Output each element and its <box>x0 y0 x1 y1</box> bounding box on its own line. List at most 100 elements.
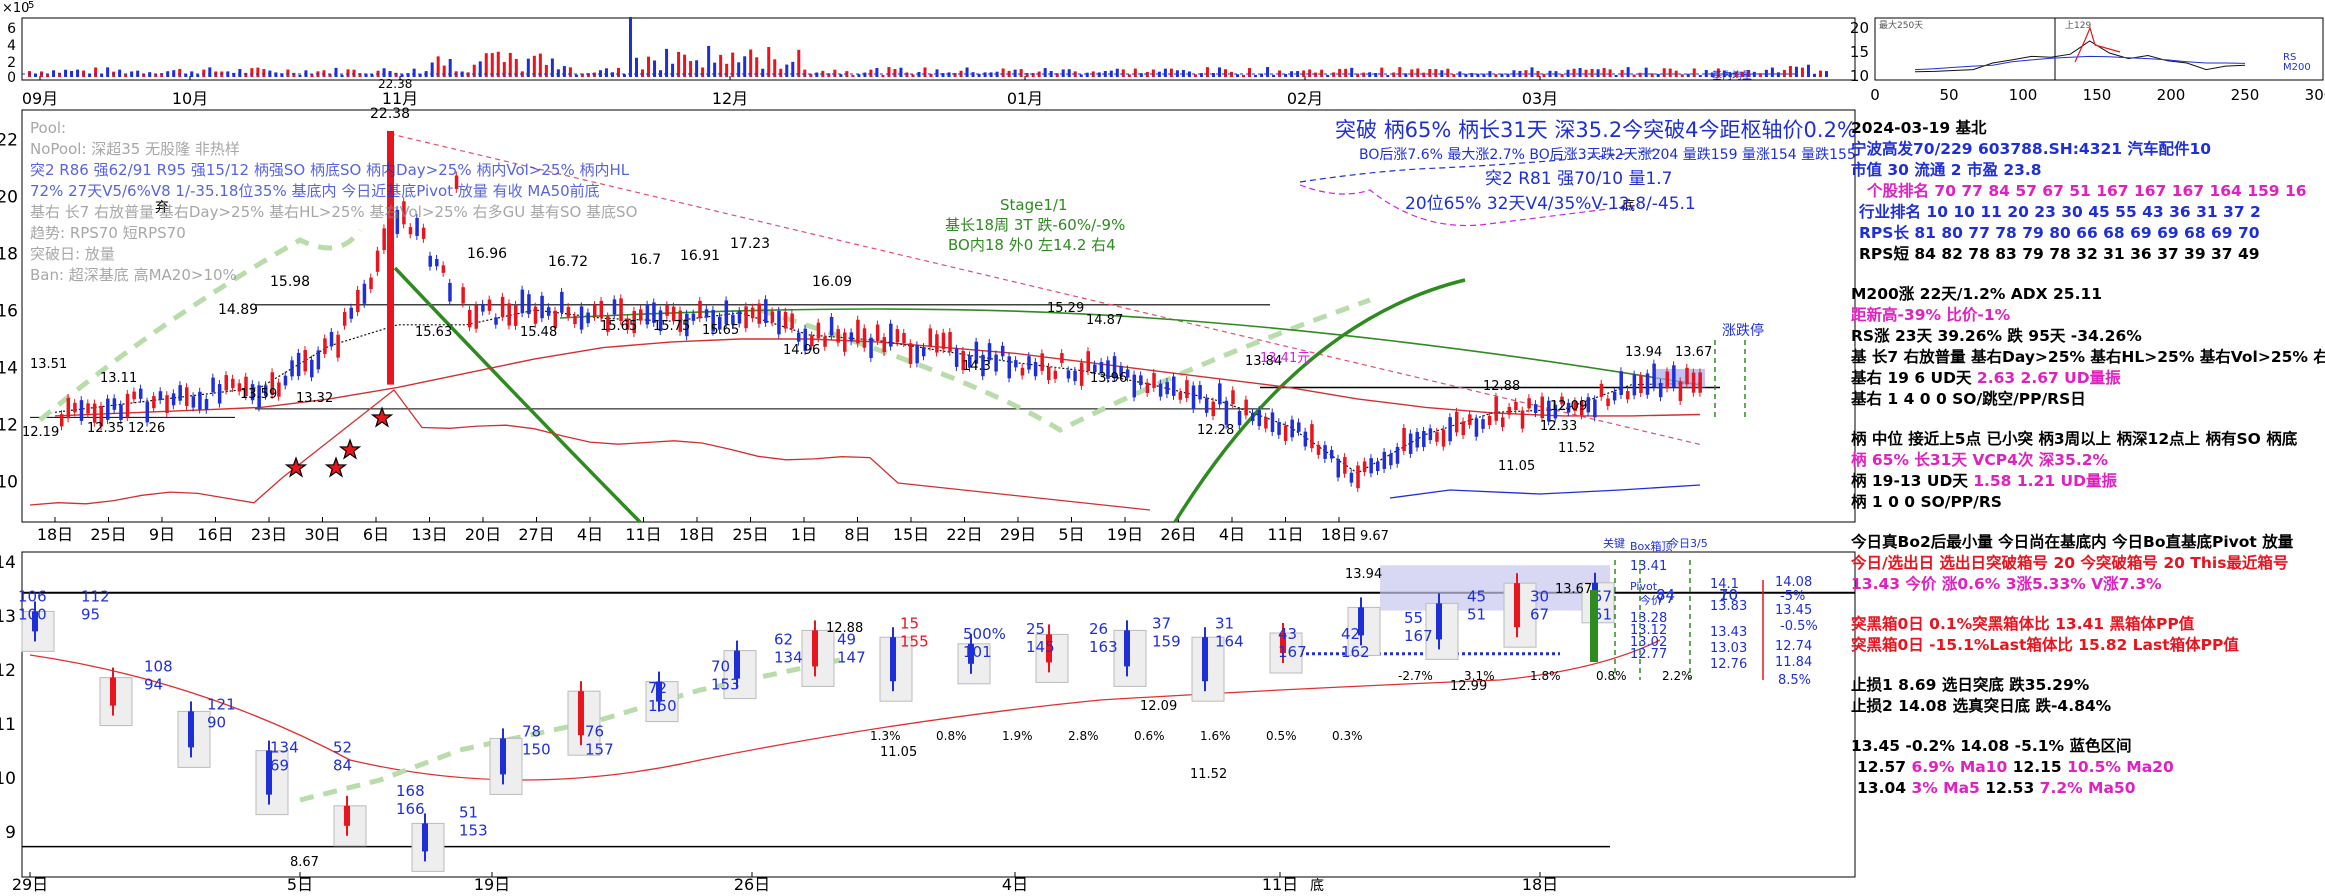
volume-bar <box>466 72 470 77</box>
price-label: 16.96 <box>467 246 507 262</box>
price-label: 14.96 <box>783 343 820 358</box>
info-stop2: 止损2 14.08 选真突日底 跌-4.84% <box>1851 697 2112 715</box>
candle <box>1389 453 1393 466</box>
candle <box>803 328 808 351</box>
candle <box>1290 419 1294 438</box>
main-layer: 22 20 18 16 14 12 10 18日 25日 9日 16日 23日 30日 6日 13日 20日 2… <box>0 106 1764 544</box>
volume-bar <box>1085 72 1089 77</box>
candle <box>1323 445 1327 459</box>
volume-bar <box>412 68 416 77</box>
info-base-right-a: 基右 19 6 UD天 <box>1851 369 1977 387</box>
volume-bar <box>989 72 993 77</box>
screen-conditions-overlay: Pool: NoPool: 深超35 无股隆 非热样 突2 R86 强62/91 R… <box>30 118 730 286</box>
volume-bar <box>689 61 693 77</box>
volume-bar <box>610 72 614 77</box>
volume-bar <box>1175 70 1179 77</box>
candle <box>1000 345 1005 357</box>
volume-bar <box>1824 71 1828 77</box>
volume-bar <box>382 68 386 77</box>
volume-bar <box>568 67 572 77</box>
volume-bar <box>1320 69 1324 77</box>
volume-bar <box>406 73 410 77</box>
candle <box>908 343 913 364</box>
volume-bar <box>148 72 152 77</box>
volume-bar <box>1266 67 1270 77</box>
volume-bar <box>358 73 362 77</box>
volume-bar <box>208 67 212 77</box>
weekly-side-label: 今价 <box>1640 593 1662 607</box>
weekly-bar-label: 49 <box>837 631 856 649</box>
volume-bar <box>1037 71 1041 77</box>
candle <box>718 316 722 330</box>
volume-bar <box>1782 69 1786 77</box>
volume-bar <box>586 73 590 77</box>
volume-bar <box>1470 72 1474 77</box>
volume-x-tick: 12月 <box>712 89 748 108</box>
weekly-bar-label: 95 <box>81 605 100 623</box>
price-label: 15.75 <box>653 319 690 334</box>
green-swoosh-left <box>38 228 363 422</box>
candle <box>66 397 71 419</box>
candle <box>1395 446 1400 464</box>
price-label: 12.26 <box>128 421 165 436</box>
weekly-bar-label: 134 <box>270 739 299 757</box>
volume-bar <box>250 68 254 77</box>
candle <box>948 332 952 352</box>
candle <box>1369 458 1373 474</box>
info-base: 基 长7 右放普量 基右Day>25% 基右HL>25% 基右Vol>25% 右 <box>1851 348 2325 366</box>
main-x-tick: 22日 <box>946 525 982 544</box>
candle <box>1185 380 1189 399</box>
volume-bar <box>430 62 434 77</box>
candle <box>125 393 130 418</box>
volume-bar <box>1662 68 1666 77</box>
weekly-bar-label: 51 <box>1467 605 1486 623</box>
volume-bar <box>881 74 885 77</box>
volume-bar <box>364 73 368 77</box>
candle <box>1132 374 1137 398</box>
info-base-right-b: 2.63 2.67 UD量振 <box>1976 369 2121 387</box>
volume-bar <box>1758 73 1762 77</box>
candle <box>671 306 676 321</box>
volume-bar <box>538 53 542 77</box>
volume-bar <box>1332 72 1336 77</box>
weekly-bar-label: 112 <box>81 587 110 605</box>
candle <box>606 316 610 332</box>
volume-bar <box>1254 74 1258 77</box>
candle <box>1191 385 1196 410</box>
rps-short-values: 84 82 78 83 79 78 32 31 36 37 39 37 49 <box>1914 245 2260 263</box>
weekly-y-tick: 13 <box>0 607 16 627</box>
candle <box>395 209 400 234</box>
volume-bar <box>1169 68 1173 77</box>
candle <box>546 307 551 316</box>
volume-bar <box>1103 71 1107 77</box>
volume-bar <box>977 73 981 77</box>
volume-bar <box>1314 72 1318 77</box>
volume-bar <box>484 53 488 77</box>
info-today2: 今日/选出日 选出日突破箱号 20 今突破箱号 20 This最近箱号 <box>1851 554 2289 572</box>
candle <box>1474 418 1479 437</box>
candle <box>257 385 261 408</box>
volume-bar <box>719 54 723 77</box>
rs-red-spike <box>2074 26 2121 63</box>
main-x-tick: 19日 <box>1107 525 1143 544</box>
candle <box>533 306 538 324</box>
candle <box>632 310 636 334</box>
volume-bar <box>1614 74 1618 77</box>
candle <box>1007 356 1012 379</box>
weekly-bar-label: 121 <box>207 695 236 713</box>
candle <box>928 328 933 347</box>
volume-bar <box>1356 73 1360 77</box>
candle <box>665 305 669 316</box>
rs-x-tick: 50 <box>1939 86 1958 104</box>
volume-x-tick: 01月 <box>1007 89 1043 108</box>
weekly-x-tick: 19日 <box>474 875 510 892</box>
volume-bar <box>665 48 669 77</box>
price-label: 13.41元 <box>1260 351 1310 366</box>
main-x-tick: 8日 <box>844 525 870 544</box>
candle <box>954 348 959 367</box>
volume-bar <box>526 58 530 77</box>
price-label: 15.65 <box>600 319 637 334</box>
price-label: 16.09 <box>812 274 852 290</box>
ma50-pct: 7.2% Ma50 <box>2039 779 2136 797</box>
volume-bar <box>1290 71 1294 77</box>
